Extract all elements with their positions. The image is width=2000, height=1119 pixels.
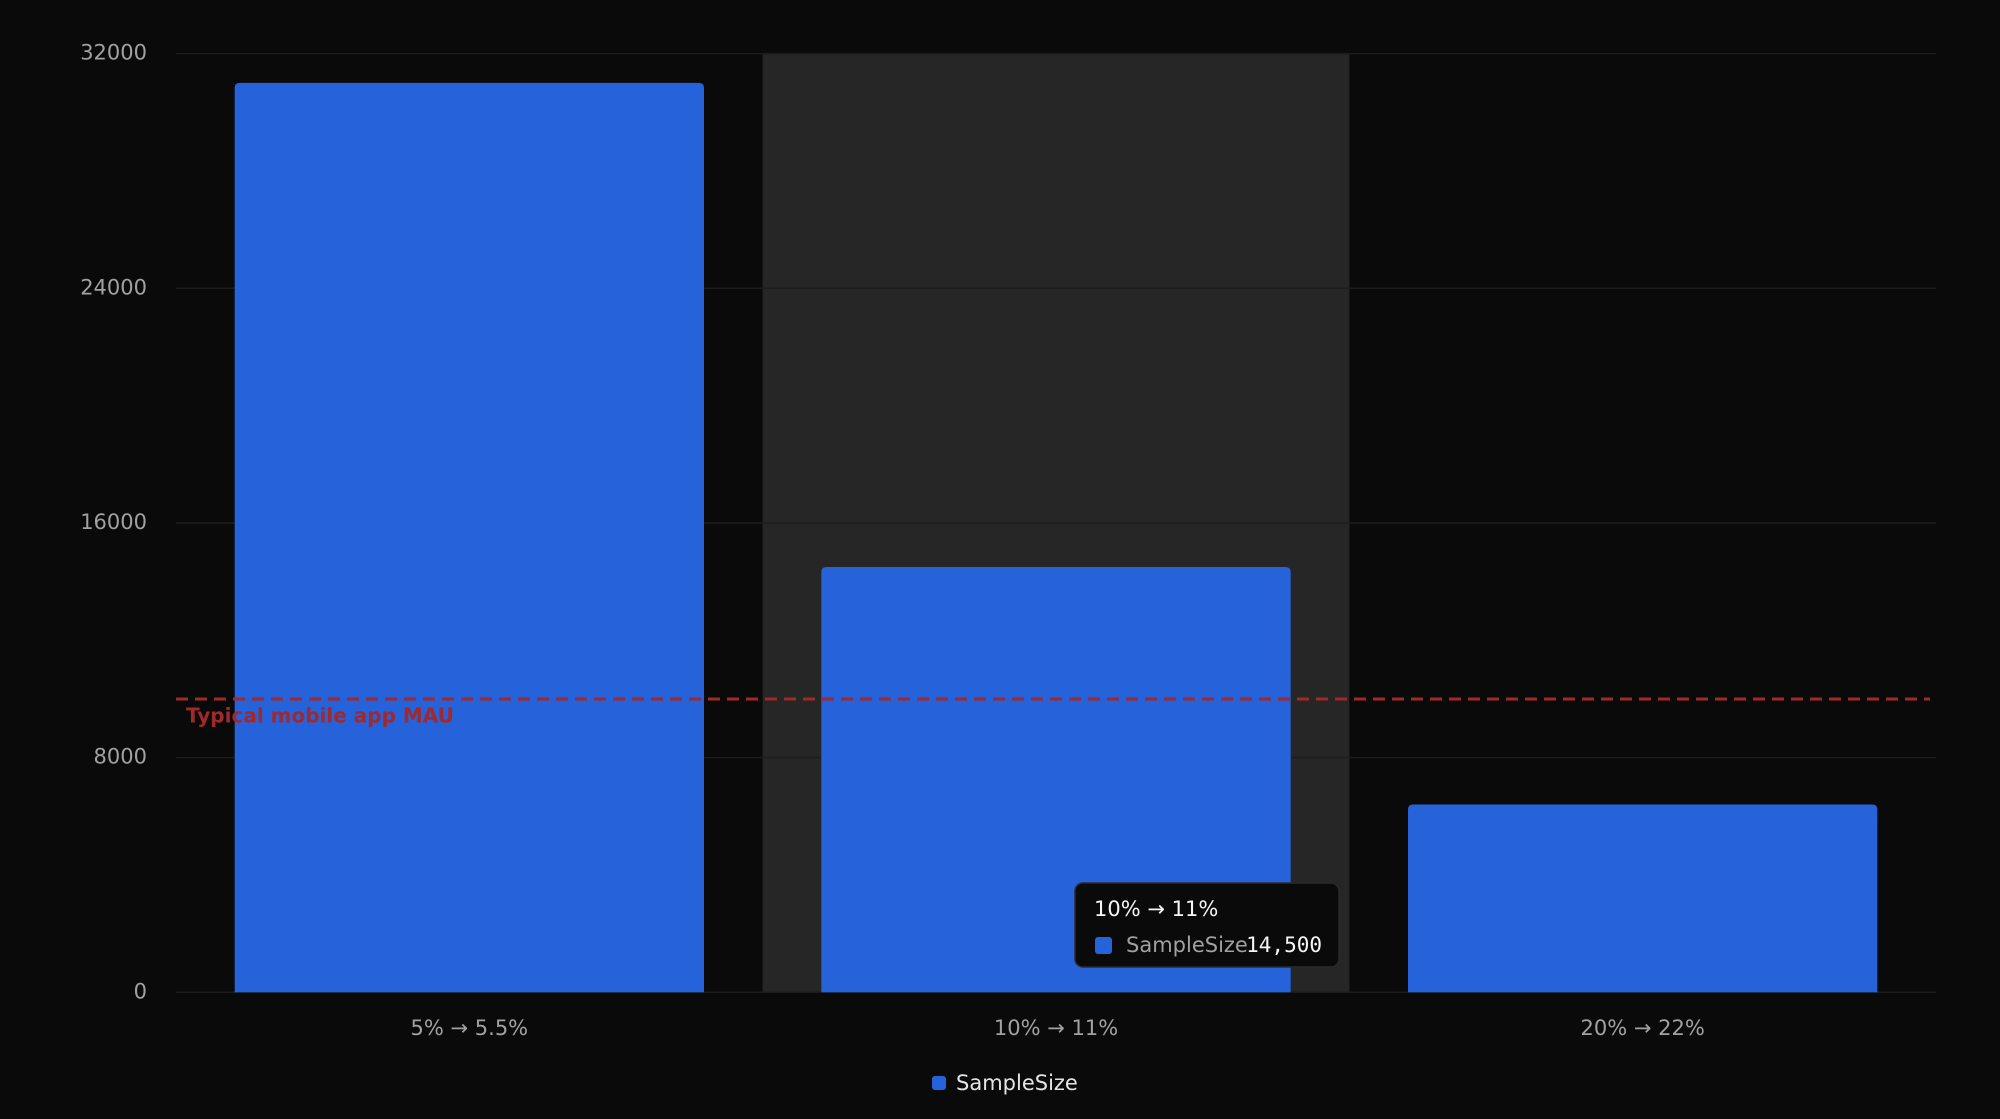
legend-label: SampleSize [956, 1071, 1078, 1095]
y-tick-label: 0 [134, 979, 147, 1003]
tooltip-value: 14,500 [1246, 933, 1322, 957]
reference-label: Typical mobile app MAU [186, 703, 454, 727]
y-tick-label: 24000 [80, 275, 147, 299]
bar [234, 82, 704, 993]
bar [1408, 804, 1878, 993]
x-tick-label: 20% → 22% [1581, 1016, 1705, 1040]
y-tick-label: 32000 [80, 41, 147, 65]
x-tick-label: 5% → 5.5% [411, 1016, 529, 1040]
tooltip-series: SampleSize [1126, 933, 1248, 957]
y-tick-label: 8000 [94, 745, 147, 769]
x-tick-label: 10% → 11% [994, 1016, 1118, 1040]
y-tick-label: 16000 [80, 510, 147, 534]
legend-swatch [932, 1076, 946, 1090]
tooltip-box [1074, 882, 1340, 968]
tooltip-title: 10% → 11% [1094, 897, 1218, 921]
legend: SampleSize [932, 1071, 1078, 1095]
tooltip-swatch [1095, 937, 1112, 954]
